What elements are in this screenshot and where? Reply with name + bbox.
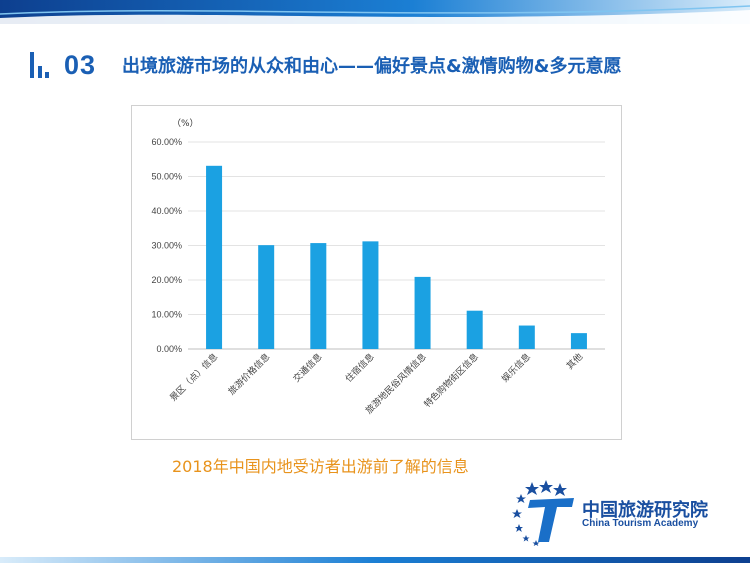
chart-container: （%） 0.00% 10.00% 20.00% 30.00% 40.00% 50.00% 60…: [131, 105, 622, 440]
bars-icon: [30, 52, 50, 78]
bar-chart: （%） 0.00% 10.00% 20.00% 30.00% 40.00% 50.00% 60…: [151, 118, 605, 416]
x-tick-label: 住宿信息: [343, 351, 377, 385]
x-tick-label: 其他: [564, 351, 585, 372]
x-tick-label: 娱乐信息: [499, 351, 533, 385]
y-tick-label: 50.00%: [151, 172, 182, 182]
bar: [362, 241, 379, 349]
x-tick-label: 特色购物街区信息: [421, 351, 480, 410]
x-tick-label: 旅游价格信息: [226, 351, 273, 398]
bar: [570, 333, 587, 349]
academy-emblem-icon: [512, 480, 574, 546]
bar: [206, 165, 223, 349]
logo: 中国旅游研究院 China Tourism Academy: [512, 478, 737, 548]
bar: [310, 243, 327, 349]
academy-name-en: China Tourism Academy: [582, 518, 699, 529]
y-tick-label: 10.00%: [151, 310, 182, 320]
slide-heading: 03 出境旅游市场的从众和由心——偏好景点&激情购物&多元意愿: [30, 48, 621, 82]
section-number: 03: [64, 49, 97, 80]
y-tick-label: 40.00%: [151, 206, 182, 216]
bar: [518, 325, 535, 349]
slide-title: 出境旅游市场的从众和由心——偏好景点&激情购物&多元意愿: [122, 56, 622, 77]
y-tick-label: 30.00%: [151, 241, 182, 251]
top-decor-band: [0, 0, 750, 24]
x-tick-label: 景区（点）信息: [167, 351, 220, 404]
y-tick-label: 60.00%: [151, 137, 182, 147]
bar: [414, 276, 431, 349]
x-tick-label: 交通信息: [290, 351, 324, 385]
bar: [258, 245, 275, 349]
y-tick-label: 20.00%: [151, 275, 182, 285]
unit-label: （%）: [172, 118, 199, 129]
academy-name-cn: 中国旅游研究院: [582, 500, 708, 521]
chart-caption: 2018年中国内地受访者出游前了解的信息: [172, 457, 469, 476]
bar: [466, 310, 483, 349]
bottom-decor-band: [0, 557, 750, 563]
y-tick-label: 0.00%: [156, 344, 182, 354]
